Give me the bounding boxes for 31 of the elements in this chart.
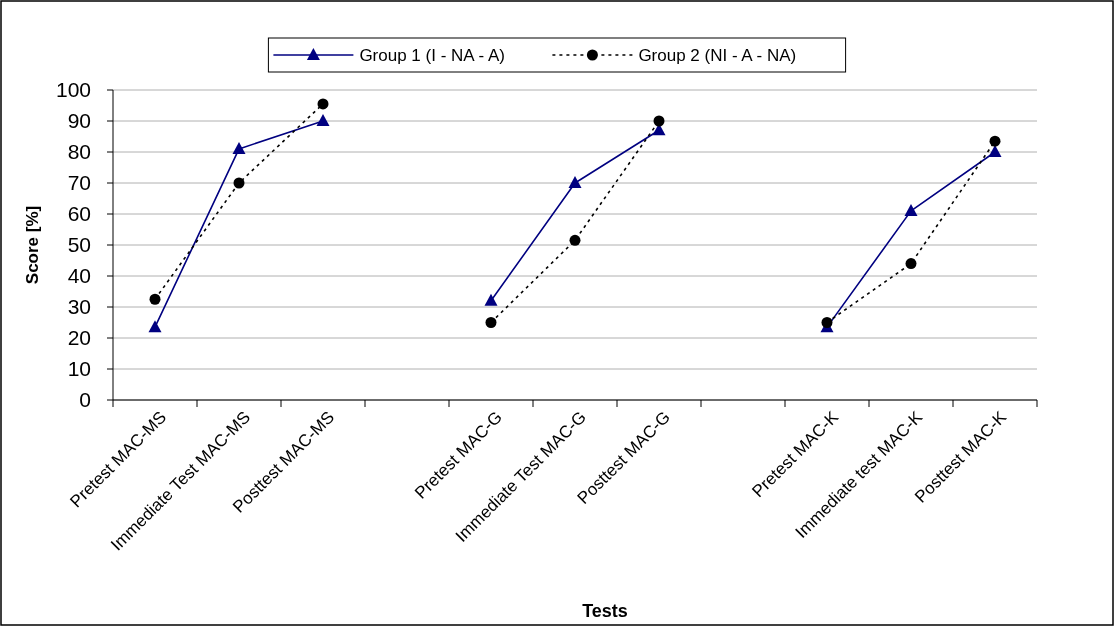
y-tick-label: 20 <box>67 326 91 350</box>
point <box>905 258 917 270</box>
point <box>988 145 1002 157</box>
point <box>989 135 1001 147</box>
point <box>569 234 581 246</box>
y-tick-label: 10 <box>67 357 91 381</box>
y-tick-label: 30 <box>67 295 91 319</box>
point <box>149 293 161 305</box>
point <box>485 317 497 328</box>
point <box>821 317 833 328</box>
point <box>568 176 582 188</box>
y-tick-label: 50 <box>67 233 91 257</box>
legend-label: Group 1 (I - NA - A) <box>359 45 505 65</box>
x-axis-title: Tests <box>582 601 628 621</box>
point <box>484 293 498 306</box>
point <box>316 114 330 126</box>
point <box>904 203 918 216</box>
y-tick-label: 0 <box>79 388 91 412</box>
legend-label: Group 2 (NI - A - NA) <box>638 45 797 65</box>
y-tick-label: 100 <box>55 78 91 102</box>
point <box>148 320 162 333</box>
point <box>653 115 665 127</box>
y-tick-label: 60 <box>67 202 91 226</box>
point <box>317 98 329 110</box>
point <box>233 177 245 189</box>
y-axis-title: Score [%] <box>23 205 42 285</box>
y-tick-label: 40 <box>67 264 91 288</box>
y-tick-label: 90 <box>67 109 91 133</box>
point <box>232 141 246 154</box>
y-tick-label: 70 <box>67 171 91 195</box>
y-tick-label: 80 <box>67 140 91 164</box>
